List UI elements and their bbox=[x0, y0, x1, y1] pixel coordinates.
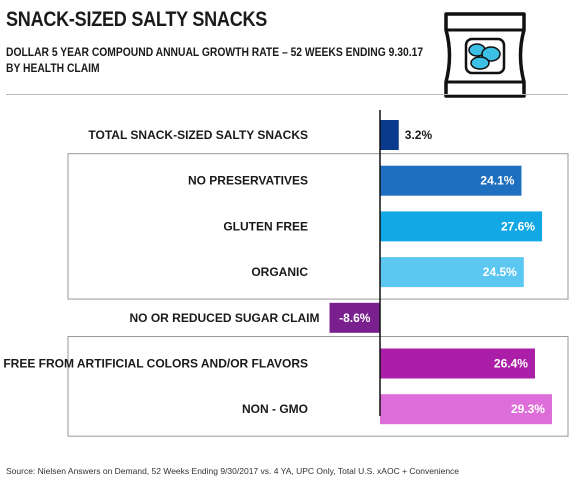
value-label-6: 26.4% bbox=[494, 357, 528, 371]
value-label-7: 29.3% bbox=[511, 402, 545, 416]
value-label-2: 24.1% bbox=[480, 174, 514, 188]
group-frame-1 bbox=[67, 153, 569, 300]
category-label-6: FREE FROM ARTIFICIAL COLORS AND/OR FLAVO… bbox=[3, 357, 308, 371]
chart-subtitle: DOLLAR 5 YEAR COMPOUND ANNUAL GROWTH RAT… bbox=[6, 44, 423, 76]
header-divider bbox=[6, 94, 568, 95]
category-label-7: NON - GMO bbox=[242, 402, 308, 416]
subtitle-line-2: BY HEALTH CLAIM bbox=[6, 61, 100, 75]
value-label-5: -8.6% bbox=[339, 311, 371, 325]
snack-bag-icon bbox=[444, 12, 526, 98]
group-frame-2 bbox=[67, 336, 569, 437]
bar-7 bbox=[380, 394, 552, 425]
value-label-3: 27.6% bbox=[501, 219, 535, 233]
bar-3 bbox=[380, 211, 543, 242]
bar-4 bbox=[380, 257, 524, 288]
bar-2 bbox=[380, 165, 522, 196]
bar-5 bbox=[329, 302, 380, 333]
source-note: Source: Nielsen Answers on Demand, 52 We… bbox=[6, 466, 460, 476]
bar-1 bbox=[380, 120, 399, 150]
category-label-5: NO OR REDUCED SUGAR CLAIM bbox=[130, 311, 320, 325]
category-label-2: NO PRESERVATIVES bbox=[188, 174, 308, 188]
category-label-1: TOTAL SNACK-SIZED SALTY SNACKS bbox=[88, 128, 308, 142]
bar-chart: TOTAL SNACK-SIZED SALTY SNACKS 3.2% NO PRE… bbox=[3, 110, 569, 437]
subtitle-line-1: DOLLAR 5 YEAR COMPOUND ANNUAL GROWTH RAT… bbox=[6, 45, 424, 59]
value-label-1: 3.2% bbox=[405, 128, 433, 142]
value-label-4: 24.5% bbox=[483, 265, 517, 279]
bar-6 bbox=[380, 348, 535, 379]
chart-title: SNACK-SIZED SALTY SNACKS bbox=[6, 8, 268, 31]
category-label-3: GLUTEN FREE bbox=[223, 219, 308, 233]
category-label-4: ORGANIC bbox=[251, 265, 308, 279]
